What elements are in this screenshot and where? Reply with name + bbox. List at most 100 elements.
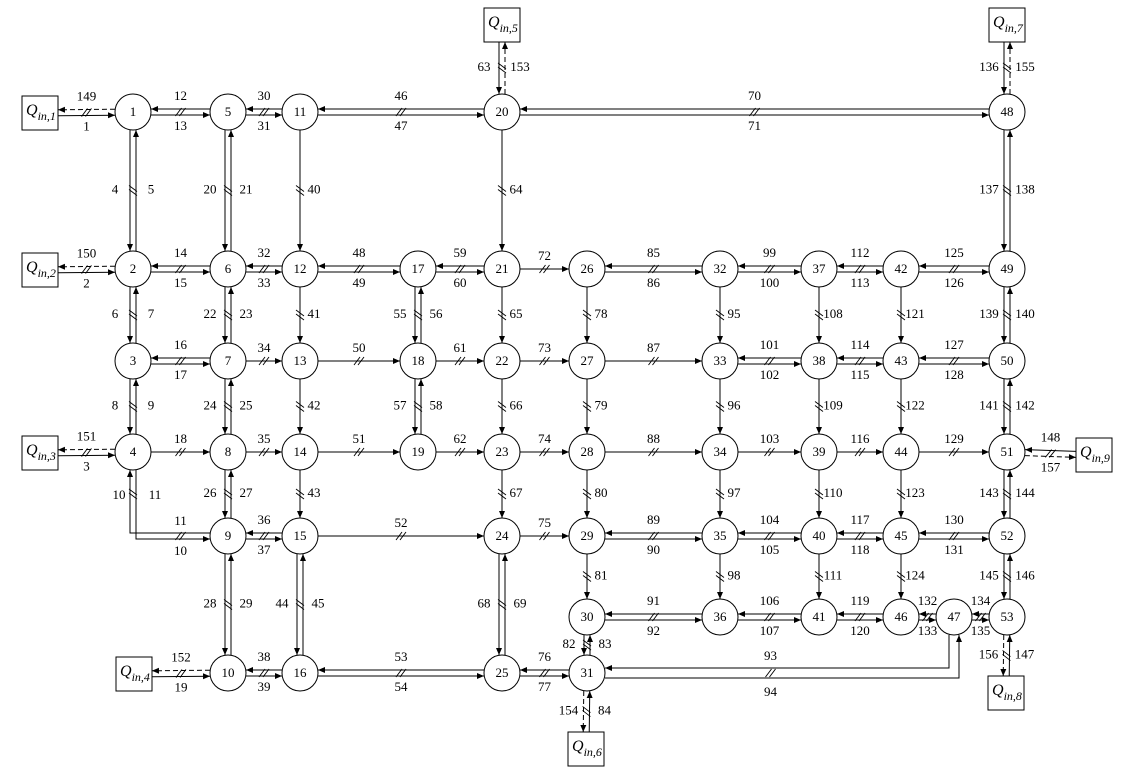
pipe-tick <box>175 669 183 678</box>
junction-circle <box>114 342 152 380</box>
pipe-24-25: 24 25 <box>204 379 253 434</box>
pipe-label-104: 104 <box>760 512 780 527</box>
pipe-label-111: 111 <box>824 567 843 582</box>
junction-label: 9 <box>225 528 232 543</box>
pipe-tick <box>648 447 655 457</box>
junction-circle <box>882 342 920 380</box>
pipe-tick <box>765 668 772 678</box>
pipe-tick <box>128 185 138 192</box>
source-box <box>988 7 1026 43</box>
source-box <box>987 675 1025 711</box>
pipe-label-129: 129 <box>944 431 964 446</box>
pipe-label-130: 130 <box>944 512 964 527</box>
junction-label: 41 <box>813 609 826 624</box>
pipe-label-122: 122 <box>905 397 925 412</box>
junction-label: 14 <box>294 444 308 459</box>
pipe-tick <box>1002 571 1012 578</box>
pipe-tick <box>769 668 776 678</box>
pipe-71-70: 71 70 <box>520 88 989 133</box>
pipe-tick <box>223 189 233 196</box>
pipe-123: 123 <box>896 470 925 518</box>
junction-circle <box>800 250 838 288</box>
pipe-44-45: 44 45 <box>276 554 325 655</box>
junction-circle <box>483 654 521 692</box>
pipe-label-2: 2 <box>83 275 90 290</box>
pipe-tick <box>262 668 270 678</box>
source-q5: Qin,5 <box>483 7 521 43</box>
pipe-tick <box>497 405 507 412</box>
pipe-tick <box>295 599 305 606</box>
junction-circle <box>882 433 920 471</box>
junction-label: 48 <box>1001 104 1014 119</box>
pipe-label-73: 73 <box>538 340 551 355</box>
pipe-label-76: 76 <box>538 649 552 664</box>
pipe-97: 97 <box>715 470 741 518</box>
pipe-tick <box>497 185 507 192</box>
junction-circle <box>935 598 973 636</box>
source-q7: Qin,7 <box>988 7 1026 43</box>
junction-41: 41 <box>800 598 838 636</box>
pipe-tick <box>582 643 592 651</box>
pipe-tick <box>413 313 423 321</box>
pipe-label-108: 108 <box>823 306 843 321</box>
junction-circle <box>800 342 838 380</box>
pipe-tick <box>768 447 775 457</box>
pipe-tick <box>1002 405 1012 412</box>
pipe-tick <box>749 107 756 117</box>
pipe-124: 124 <box>896 554 925 599</box>
pipe-tick <box>175 531 182 541</box>
junction-32: 32 <box>701 250 739 288</box>
pipe-line-11 <box>135 470 210 542</box>
junction-label: 39 <box>813 444 826 459</box>
pipe-tick <box>715 575 725 582</box>
pipe-129: 129 <box>919 431 989 457</box>
pipe-tick <box>258 531 266 541</box>
pipe-label-126: 126 <box>944 275 964 290</box>
pipe-tick <box>922 612 929 622</box>
pipe-63-153: 63 153 <box>478 42 530 94</box>
junction-circle <box>209 342 247 380</box>
junction-label: 53 <box>1001 609 1014 624</box>
pipe-133-132: 133 132 <box>918 593 938 638</box>
pipe-tick <box>223 599 233 606</box>
junction-circle <box>568 598 606 636</box>
junction-47: 47 <box>935 598 973 636</box>
pipe-tick <box>715 405 725 412</box>
pipe-tick <box>497 488 507 496</box>
pipe-label-132: 132 <box>918 593 938 608</box>
source-q1: Qin,1 <box>21 95 59 131</box>
pipe-131-130: 131 130 <box>919 512 989 557</box>
pipe-95: 95 <box>715 287 741 343</box>
pipe-label-29: 29 <box>240 595 253 610</box>
source-q6: Qin,6 <box>567 731 605 767</box>
pipe-label-44: 44 <box>276 595 290 610</box>
pipe-tick <box>1049 449 1056 458</box>
pipe-121: 121 <box>896 287 925 343</box>
junction-42: 42 <box>882 250 920 288</box>
pipe-87: 87 <box>605 340 702 366</box>
pipe-label-133: 133 <box>918 623 938 638</box>
pipe-102-101: 102 101 <box>738 337 801 382</box>
pipe-label-31: 31 <box>258 118 271 133</box>
junction-29: 29 <box>568 517 606 555</box>
pipe-label-45: 45 <box>312 595 325 610</box>
pipe-tick <box>539 447 546 457</box>
junction-35: 35 <box>701 517 739 555</box>
junction-23: 23 <box>483 433 521 471</box>
pipe-tick <box>543 447 550 457</box>
pipe-label-140: 140 <box>1015 306 1035 321</box>
junction-label: 47 <box>948 609 962 624</box>
junction-7: 7 <box>209 342 247 380</box>
pipe-tick <box>295 405 305 412</box>
pipe-20-21: 20 21 <box>204 130 253 251</box>
pipe-label-128: 128 <box>944 367 964 382</box>
pipe-label-117: 117 <box>850 512 870 527</box>
pipe-label-81: 81 <box>595 567 608 582</box>
pipe-tick <box>814 575 824 582</box>
pipe-tick <box>175 447 182 457</box>
pipe-label-18: 18 <box>174 431 187 446</box>
pipe-tick <box>543 356 550 366</box>
pipe-115-114: 115 114 <box>837 337 883 382</box>
pipe-37-36: 37 36 <box>246 512 282 557</box>
pipe-tick <box>128 309 138 317</box>
